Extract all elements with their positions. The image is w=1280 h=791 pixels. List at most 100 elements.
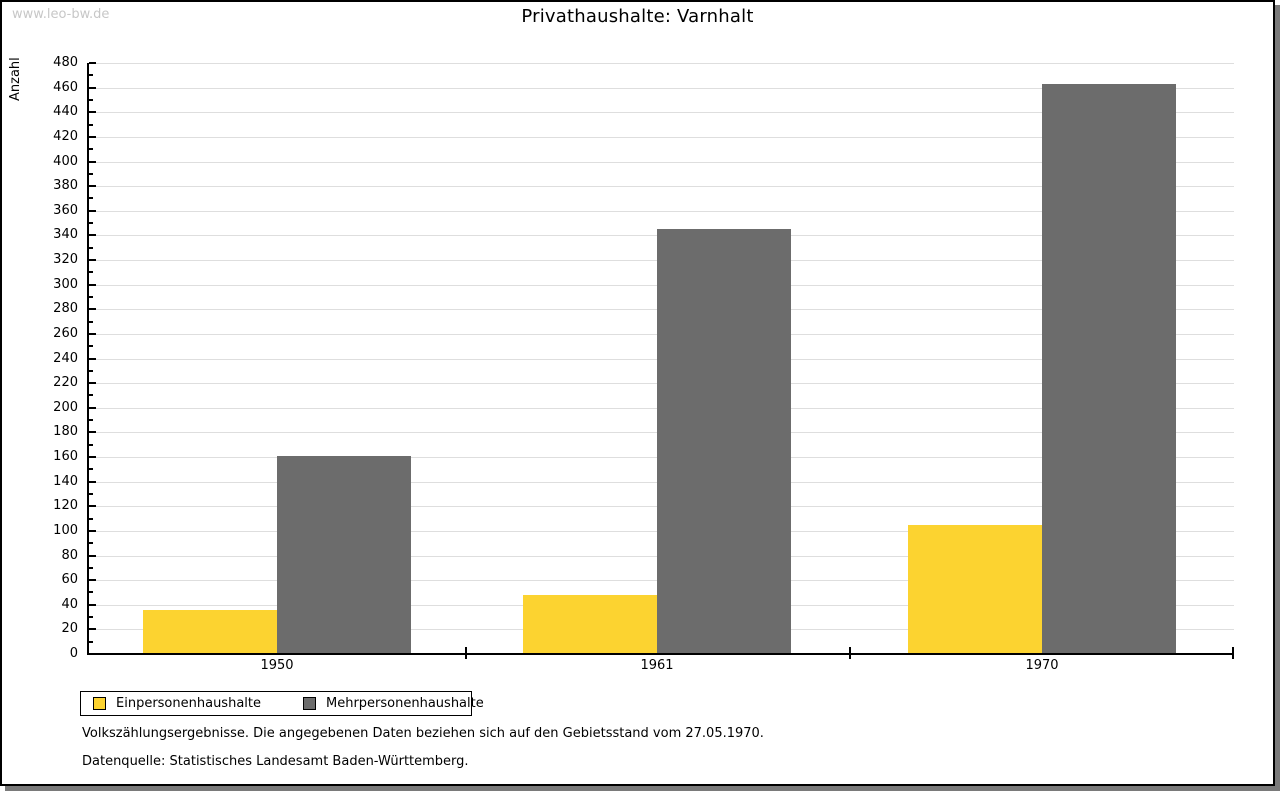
y-axis-major-tick (89, 407, 96, 409)
y-axis-minor-tick (89, 616, 93, 618)
y-axis-minor-tick (89, 247, 93, 249)
y-axis-minor-tick (89, 345, 93, 347)
y-axis-minor-tick (89, 468, 93, 470)
y-tick-label: 240 (53, 351, 78, 366)
bar-einpersonenhaushalte-1950 (143, 610, 277, 653)
x-axis-line (87, 653, 1234, 655)
y-tick-label: 420 (53, 129, 78, 144)
y-axis-major-tick (89, 87, 96, 89)
x-tick-label: 1950 (260, 658, 294, 673)
y-tick-label: 200 (53, 400, 78, 415)
legend-item-einpersonenhaushalte: Einpersonenhaushalte (93, 696, 261, 711)
y-axis-major-tick (89, 604, 96, 606)
y-tick-label: 140 (53, 474, 78, 489)
legend-label: Mehrpersonenhaushalte (326, 696, 484, 711)
legend-item-mehrpersonenhaushalte: Mehrpersonenhaushalte (303, 696, 484, 711)
y-axis-major-tick (89, 579, 96, 581)
bar-mehrpersonenhaushalte-1950 (277, 456, 411, 653)
y-tick-label: 280 (53, 301, 78, 316)
legend-swatch-yellow (93, 697, 106, 710)
y-axis-major-tick (89, 382, 96, 384)
y-axis-major-tick (89, 111, 96, 113)
y-axis-minor-tick (89, 591, 93, 593)
y-axis-minor-tick (89, 321, 93, 323)
y-tick-label: 380 (53, 178, 78, 193)
y-axis-minor-tick (89, 124, 93, 126)
y-axis-minor-tick (89, 99, 93, 101)
legend: Einpersonenhaushalte Mehrpersonenhaushal… (80, 691, 484, 716)
y-axis-major-tick (89, 431, 96, 433)
y-axis-major-tick (89, 234, 96, 236)
y-gridline (89, 63, 1234, 64)
y-tick-label: 160 (53, 449, 78, 464)
y-axis-minor-tick (89, 641, 93, 643)
y-axis-minor-tick (89, 419, 93, 421)
y-axis-minor-tick (89, 542, 93, 544)
y-gridline (89, 88, 1234, 89)
y-axis-minor-tick (89, 74, 93, 76)
legend-swatch-gray (303, 697, 316, 710)
footnote-data-source: Datenquelle: Statistisches Landesamt Bad… (82, 754, 469, 769)
y-tick-label: 120 (53, 498, 78, 513)
y-axis-major-tick (89, 628, 96, 630)
y-tick-label: 400 (53, 154, 78, 169)
y-axis-major-tick (89, 555, 96, 557)
y-axis-minor-tick (89, 567, 93, 569)
y-axis-major-tick (89, 136, 96, 138)
footnote-source-note: Volkszählungsergebnisse. Die angegebenen… (82, 726, 764, 741)
y-axis-major-tick (89, 62, 96, 64)
legend-label: Einpersonenhaushalte (116, 696, 261, 711)
y-axis-major-tick (89, 284, 96, 286)
y-tick-label: 220 (53, 375, 78, 390)
y-tick-label: 40 (61, 597, 78, 612)
y-tick-label: 360 (53, 203, 78, 218)
y-tick-label: 320 (53, 252, 78, 267)
y-tick-label: 100 (53, 523, 78, 538)
y-tick-label: 180 (53, 424, 78, 439)
x-tick-label: 1970 (1025, 658, 1059, 673)
y-axis-major-tick (89, 161, 96, 163)
y-axis-major-tick (89, 308, 96, 310)
y-axis-major-tick (89, 505, 96, 507)
bar-mehrpersonenhaushalte-1961 (657, 229, 791, 653)
y-tick-label: 480 (53, 55, 78, 70)
footnotes: Volkszählungsergebnisse. Die angegebenen… (82, 726, 764, 782)
y-axis-minor-tick (89, 493, 93, 495)
y-axis-minor-tick (89, 370, 93, 372)
y-axis-major-tick (89, 481, 96, 483)
y-gridline (89, 186, 1234, 187)
y-axis-major-tick (89, 259, 96, 261)
y-axis-minor-tick (89, 222, 93, 224)
y-gridline (89, 137, 1234, 138)
y-axis-major-tick (89, 530, 96, 532)
frame-shadow-right (1275, 5, 1280, 791)
y-axis-line (87, 63, 89, 655)
y-tick-label: 60 (61, 572, 78, 587)
y-axis-minor-tick (89, 173, 93, 175)
watermark: www.leo-bw.de (12, 7, 110, 22)
y-tick-label: 300 (53, 277, 78, 292)
y-gridline (89, 112, 1234, 113)
y-tick-label: 0 (69, 646, 78, 661)
y-axis-minor-tick (89, 444, 93, 446)
bar-einpersonenhaushalte-1970 (908, 525, 1042, 653)
chart-title: Privathaushalte: Varnhalt (521, 6, 754, 27)
y-axis-major-tick (89, 333, 96, 335)
y-axis-major-tick (89, 185, 96, 187)
y-gridline (89, 162, 1234, 163)
x-axis-tick (1232, 647, 1234, 659)
y-axis-major-tick (89, 358, 96, 360)
y-axis-minor-tick (89, 271, 93, 273)
y-tick-label: 340 (53, 227, 78, 242)
y-tick-label: 440 (53, 104, 78, 119)
y-tick-label: 260 (53, 326, 78, 341)
y-axis-minor-tick (89, 394, 93, 396)
bar-einpersonenhaushalte-1961 (523, 595, 657, 653)
y-axis-minor-tick (89, 148, 93, 150)
y-axis-minor-tick (89, 197, 93, 199)
frame-shadow-bottom (5, 786, 1280, 791)
bar-mehrpersonenhaushalte-1970 (1042, 84, 1176, 653)
